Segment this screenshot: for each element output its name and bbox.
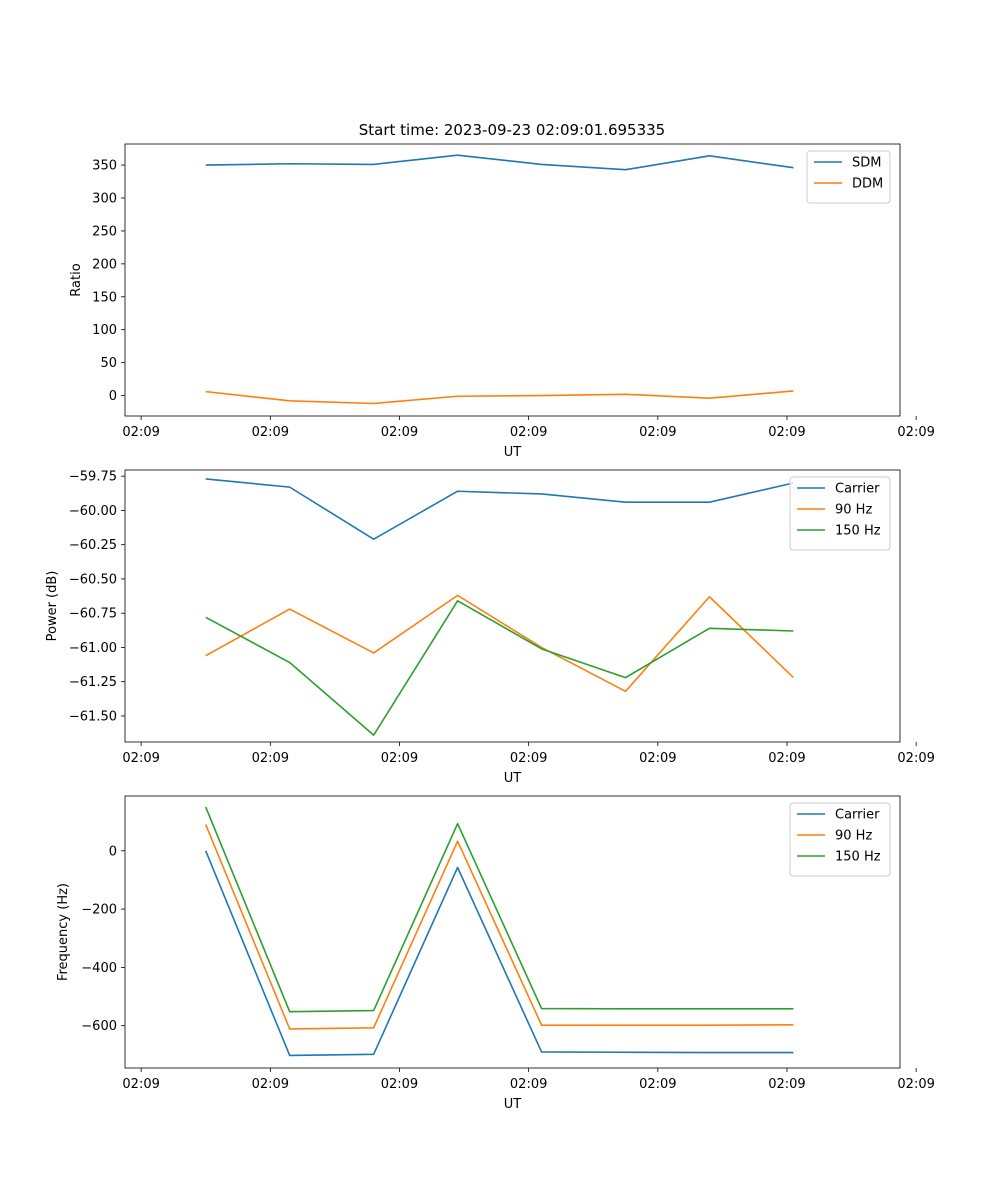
- y-tick-label: 50: [100, 356, 117, 371]
- x-tick-label: 02:09: [381, 1077, 418, 1092]
- legend-label: Carrier: [835, 808, 880, 823]
- series-line-90-hz: [205, 594, 794, 693]
- x-tick-label: 02:09: [252, 751, 289, 766]
- y-tick-label: 250: [92, 224, 117, 239]
- x-tick-label: 02:09: [122, 751, 159, 766]
- y-tick-label: −400: [81, 961, 117, 976]
- x-tick-label: 02:09: [897, 751, 934, 766]
- y-tick-label: 0: [109, 389, 117, 404]
- legend: SDM DDM: [806, 150, 891, 204]
- x-tick-label: 02:09: [510, 425, 547, 440]
- series-group: [204, 806, 794, 1057]
- legend: Carrier 90 Hz 150 Hz: [789, 476, 891, 551]
- x-tick-label: 02:09: [122, 1077, 159, 1092]
- y-tick-label: −600: [81, 1019, 117, 1034]
- axes-frame: [124, 469, 901, 743]
- x-tick-label: 02:09: [768, 425, 805, 440]
- x-tick-label: 02:09: [639, 425, 676, 440]
- axes-frame: [124, 143, 901, 417]
- x-tick-label: 02:09: [768, 751, 805, 766]
- y-tick-label: −61.25: [69, 675, 117, 690]
- series-group: [205, 154, 794, 405]
- y-tick-label: 100: [92, 323, 117, 338]
- x-tick-label: 02:09: [510, 751, 547, 766]
- y-tick-label: 150: [92, 290, 117, 305]
- charts: 02:0902:0902:0902:0902:0902:0902:0902:10…: [45, 143, 935, 1112]
- y-tick-label: 300: [92, 192, 117, 207]
- subplot-2: 02:0902:0902:0902:0902:0902:0902:0902:10…: [45, 469, 935, 786]
- series-group: [205, 478, 794, 736]
- subplot-1: 02:0902:0902:0902:0902:0902:0902:0902:10…: [69, 143, 935, 460]
- y-tick-label: 350: [92, 159, 117, 174]
- y-tick-label: −59.75: [69, 470, 117, 485]
- x-tick-label: 02:09: [897, 1077, 934, 1092]
- series-line-carrier: [204, 850, 794, 1057]
- legend-label: 150 Hz: [835, 524, 881, 539]
- series-line-90-hz: [204, 824, 794, 1030]
- axes-frame: [124, 795, 901, 1069]
- y-tick-label: −61.00: [69, 641, 117, 656]
- legend-label: 90 Hz: [835, 503, 872, 518]
- legend-box: [806, 150, 891, 204]
- x-tick-label: 02:09: [252, 425, 289, 440]
- y-tick-label: −60.75: [69, 607, 117, 622]
- legend-label: 150 Hz: [835, 850, 881, 865]
- x-tick-label: 02:09: [122, 425, 159, 440]
- y-tick-label: −60.50: [69, 572, 117, 587]
- series-line-sdm: [205, 154, 794, 171]
- y-axis-label: Power (dB): [45, 571, 60, 642]
- x-tick-label: 02:09: [381, 751, 418, 766]
- legend: Carrier 90 Hz 150 Hz: [789, 802, 891, 877]
- legend-label: SDM: [852, 156, 881, 171]
- legend-box: [789, 802, 891, 877]
- x-tick-label: 02:09: [510, 1077, 547, 1092]
- x-tick-label: 02:09: [768, 1077, 805, 1092]
- y-tick-label: −200: [81, 903, 117, 918]
- figure-title: Start time: 2023-09-23 02:09:01.695335: [359, 121, 665, 139]
- y-axis-label: Frequency (Hz): [56, 883, 71, 981]
- y-tick-label: 0: [109, 844, 117, 859]
- series-line-carrier: [205, 478, 794, 541]
- legend-label: DDM: [852, 177, 883, 192]
- legend-label: Carrier: [835, 482, 880, 497]
- x-axis-label: UT: [504, 771, 522, 786]
- y-tick-label: −60.00: [69, 504, 117, 519]
- series-line-ddm: [205, 390, 794, 405]
- x-axis-label: UT: [504, 1097, 522, 1112]
- series-line-150-hz: [205, 600, 794, 736]
- y-axis-label: Ratio: [69, 263, 84, 296]
- x-tick-label: 02:09: [639, 1077, 676, 1092]
- legend-label: 90 Hz: [835, 829, 872, 844]
- y-tick-label: −61.50: [69, 709, 117, 724]
- series-line-150-hz: [204, 806, 794, 1013]
- subplot-3: 02:0902:0902:0902:0902:0902:0902:0902:10…: [56, 795, 935, 1112]
- x-axis-label: UT: [504, 445, 522, 460]
- y-tick-label: −60.25: [69, 538, 117, 553]
- x-tick-label: 02:09: [381, 425, 418, 440]
- x-tick-label: 02:09: [252, 1077, 289, 1092]
- y-tick-label: 200: [92, 257, 117, 272]
- x-tick-label: 02:09: [639, 751, 676, 766]
- legend-box: [789, 476, 891, 551]
- x-tick-label: 02:09: [897, 425, 934, 440]
